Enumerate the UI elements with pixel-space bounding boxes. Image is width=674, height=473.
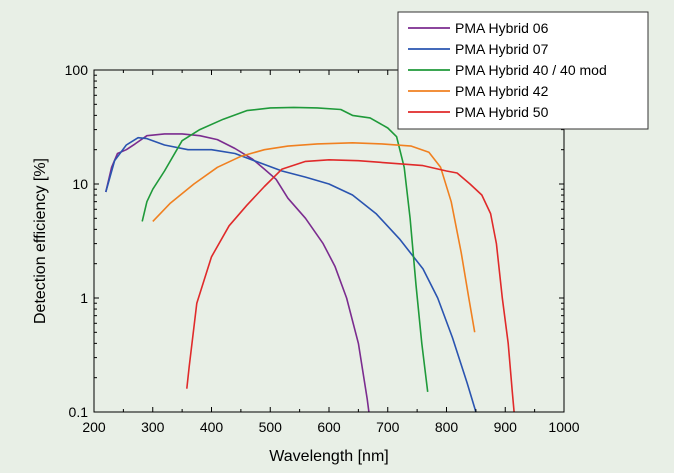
series-line-4 xyxy=(152,142,476,333)
legend-label-5: PMA Hybrid 50 xyxy=(455,104,549,120)
series-line-3 xyxy=(141,106,429,392)
x-tick-label: 600 xyxy=(317,419,341,435)
y-axis-label: Detection efficiency [%] xyxy=(32,158,49,324)
series-line-2 xyxy=(105,136,477,413)
axis-layer: 200 300 400 500 600 700 800 900 1000 0.1 1 10 100 xyxy=(65,62,580,435)
x-tick-label: 900 xyxy=(494,419,518,435)
x-tick-label: 700 xyxy=(376,419,400,435)
x-tick-label: 400 xyxy=(200,419,224,435)
legend-label-2: PMA Hybrid 07 xyxy=(455,41,549,57)
y-tick-label: 100 xyxy=(65,62,89,78)
series-line-1 xyxy=(105,133,370,413)
series-line-5 xyxy=(186,159,515,413)
x-tick-label: 200 xyxy=(82,419,106,435)
legend-label-1: PMA Hybrid 06 xyxy=(455,20,549,36)
legend-label-4: PMA Hybrid 42 xyxy=(455,83,549,99)
y-tick-label: 10 xyxy=(72,176,88,192)
series-layer xyxy=(105,106,515,413)
y-tick-label: 1 xyxy=(80,290,88,306)
legend-label-3: PMA Hybrid 40 / 40 mod xyxy=(455,62,607,78)
x-tick-label: 800 xyxy=(435,419,459,435)
legend-items: PMA Hybrid 06 PMA Hybrid 07 PMA Hybrid 40 … xyxy=(408,20,607,120)
x-tick-label: 1000 xyxy=(548,419,579,435)
legend: PMA Hybrid 06 PMA Hybrid 07 PMA Hybrid 40 … xyxy=(397,11,649,130)
y-tick-label: 0.1 xyxy=(69,404,89,420)
x-tick-label: 300 xyxy=(141,419,165,435)
x-axis-label: Wavelength [nm] xyxy=(269,448,388,465)
x-tick-label: 500 xyxy=(259,419,283,435)
